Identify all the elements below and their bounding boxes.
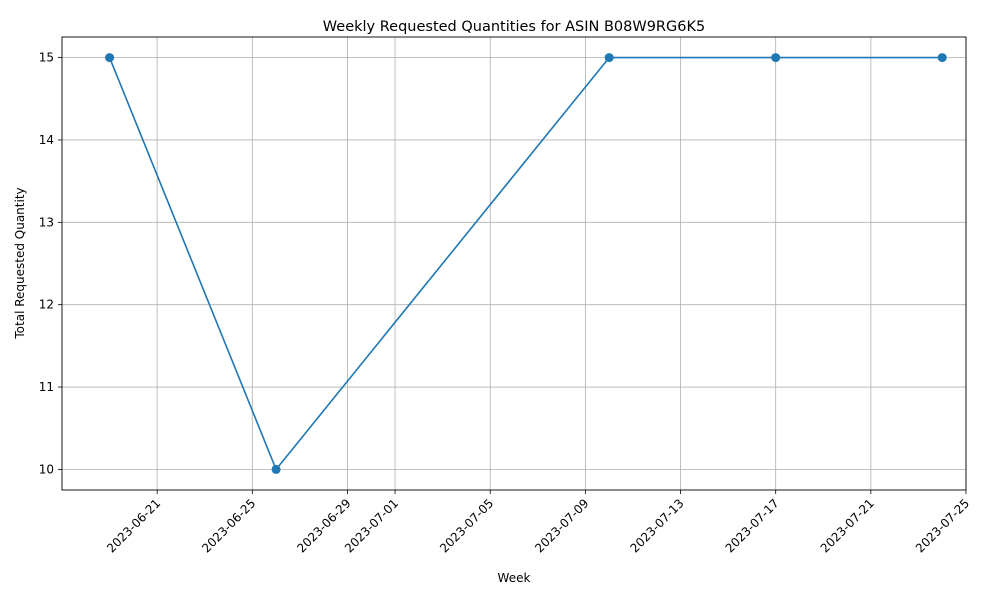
axes-frame <box>61 36 967 491</box>
y-axis-ticks: 10 11 12 13 14 15 <box>39 51 62 476</box>
axes-spines <box>61 36 967 491</box>
chart-title: Weekly Requested Quantities for ASIN B08… <box>323 19 705 35</box>
data-point <box>604 53 614 63</box>
data-point <box>771 53 781 63</box>
y-axis-label: Total Requested Quantity <box>13 187 27 339</box>
data-point <box>937 53 947 63</box>
data-point <box>105 53 115 63</box>
y-tick-label: 13 <box>39 215 54 229</box>
data-points <box>105 53 947 474</box>
y-tick-label: 15 <box>39 51 54 65</box>
y-tick-label: 10 <box>39 462 54 476</box>
y-tick-label: 12 <box>39 298 54 312</box>
data-point <box>271 464 281 474</box>
x-axis-label: Week <box>498 571 531 585</box>
y-tick-label: 11 <box>39 380 54 394</box>
y-tick-label: 14 <box>39 133 54 147</box>
